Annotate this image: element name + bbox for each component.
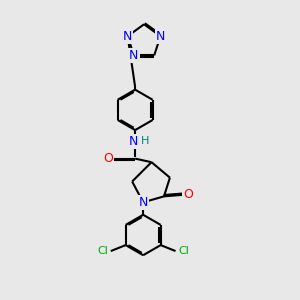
Text: Cl: Cl <box>97 246 108 256</box>
Text: Cl: Cl <box>178 246 189 256</box>
Text: O: O <box>103 152 113 165</box>
Text: H: H <box>140 136 149 146</box>
Text: N: N <box>123 30 132 43</box>
Text: N: N <box>129 136 138 148</box>
Text: N: N <box>129 49 139 62</box>
Text: N: N <box>156 30 165 43</box>
Text: N: N <box>139 196 148 209</box>
Text: O: O <box>183 188 193 201</box>
